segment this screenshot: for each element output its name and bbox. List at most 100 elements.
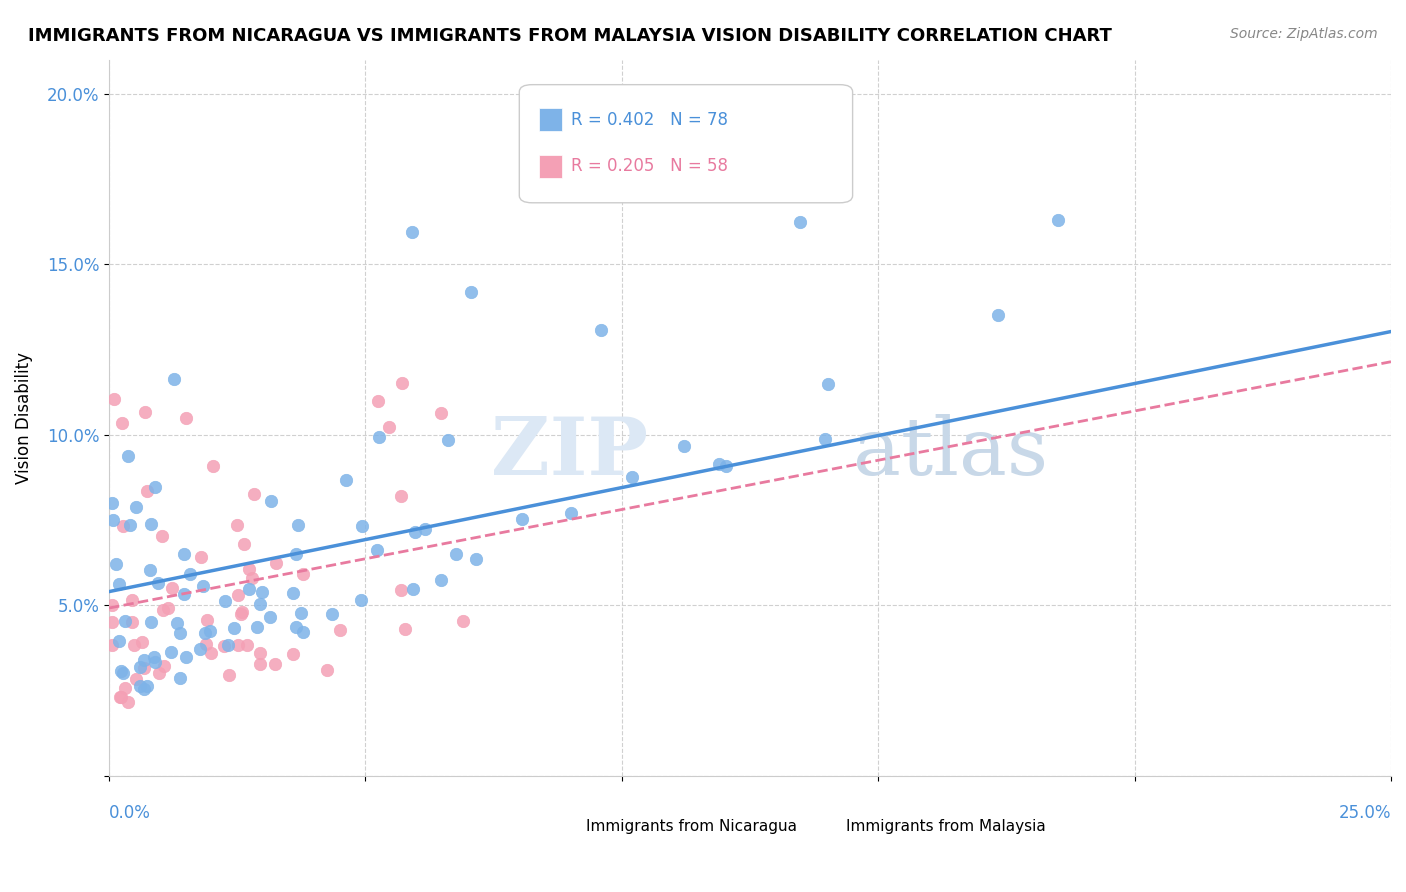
Point [139,563,162,577]
Point [139,615,162,629]
Point [292,567,315,582]
Point [160,581,183,595]
Point [150,529,173,543]
Point [169,671,191,685]
Point [285,547,308,561]
Point [316,664,339,678]
Point [350,519,373,533]
Point [166,616,188,631]
Point [107,634,129,648]
Point [122,639,145,653]
Point [110,690,132,704]
Point [108,576,131,591]
Point [200,646,222,660]
Point [153,658,176,673]
Point [194,637,217,651]
Point [103,392,125,406]
Point [152,603,174,617]
Point [100,598,122,612]
Point [249,646,271,660]
Point [287,518,309,533]
Point [148,665,170,680]
Point [707,457,730,471]
Point [430,573,453,587]
Point [194,626,217,640]
Point [367,394,389,409]
Point [105,558,128,572]
Point [285,619,308,633]
FancyBboxPatch shape [519,85,852,202]
Point [156,601,179,615]
Point [716,458,738,473]
Point [231,605,253,619]
Point [377,420,399,434]
Point [226,518,249,533]
Text: IMMIGRANTS FROM NICARAGUA VS IMMIGRANTS FROM MALAYSIA VISION DISABILITY CORRELAT: IMMIGRANTS FROM NICARAGUA VS IMMIGRANTS … [28,27,1112,45]
Point [132,653,155,667]
Point [111,665,134,680]
Point [179,566,201,581]
Point [259,609,281,624]
Point [283,586,305,600]
Point [238,582,260,596]
Point [246,620,269,634]
Point [389,583,412,598]
Point [110,690,132,704]
Point [143,656,166,670]
Point [560,506,582,520]
FancyBboxPatch shape [538,108,561,131]
Point [249,597,271,611]
Point [281,647,304,661]
Point [120,517,142,532]
Point [188,641,211,656]
Point [404,524,426,539]
Point [226,638,249,652]
Point [201,458,224,473]
Point [131,635,153,649]
Text: 25.0%: 25.0% [1339,805,1391,822]
Point [290,607,312,621]
Point [136,679,159,693]
Point [350,592,373,607]
Point [159,645,181,659]
Point [389,489,412,503]
Point [249,657,271,672]
Point [510,512,533,526]
Point [673,439,696,453]
Point [100,496,122,510]
Point [236,638,259,652]
Point [229,607,252,621]
FancyBboxPatch shape [551,809,579,830]
Point [136,484,159,499]
Point [169,626,191,640]
Point [814,432,837,446]
Point [368,430,391,444]
Point [142,650,165,665]
Point [117,695,139,709]
Point [394,622,416,636]
Point [222,622,245,636]
Point [197,613,219,627]
Point [129,660,152,674]
Point [335,473,357,487]
Point [391,376,413,391]
Point [264,657,287,672]
FancyBboxPatch shape [811,809,839,830]
Point [238,562,260,576]
Point [233,537,256,551]
Text: R = 0.402   N = 78: R = 0.402 N = 78 [571,111,727,128]
Text: atlas: atlas [852,415,1047,492]
Point [212,639,235,653]
Point [111,519,134,533]
Point [292,625,315,640]
Point [264,556,287,570]
Point [621,469,644,483]
Text: Source: ZipAtlas.com: Source: ZipAtlas.com [1230,27,1378,41]
Point [243,487,266,501]
Point [132,661,155,675]
Text: ZIP: ZIP [491,415,648,492]
Point [190,550,212,565]
Y-axis label: Vision Disability: Vision Disability [15,351,32,483]
Text: 0.0%: 0.0% [110,805,150,822]
Point [173,547,195,561]
